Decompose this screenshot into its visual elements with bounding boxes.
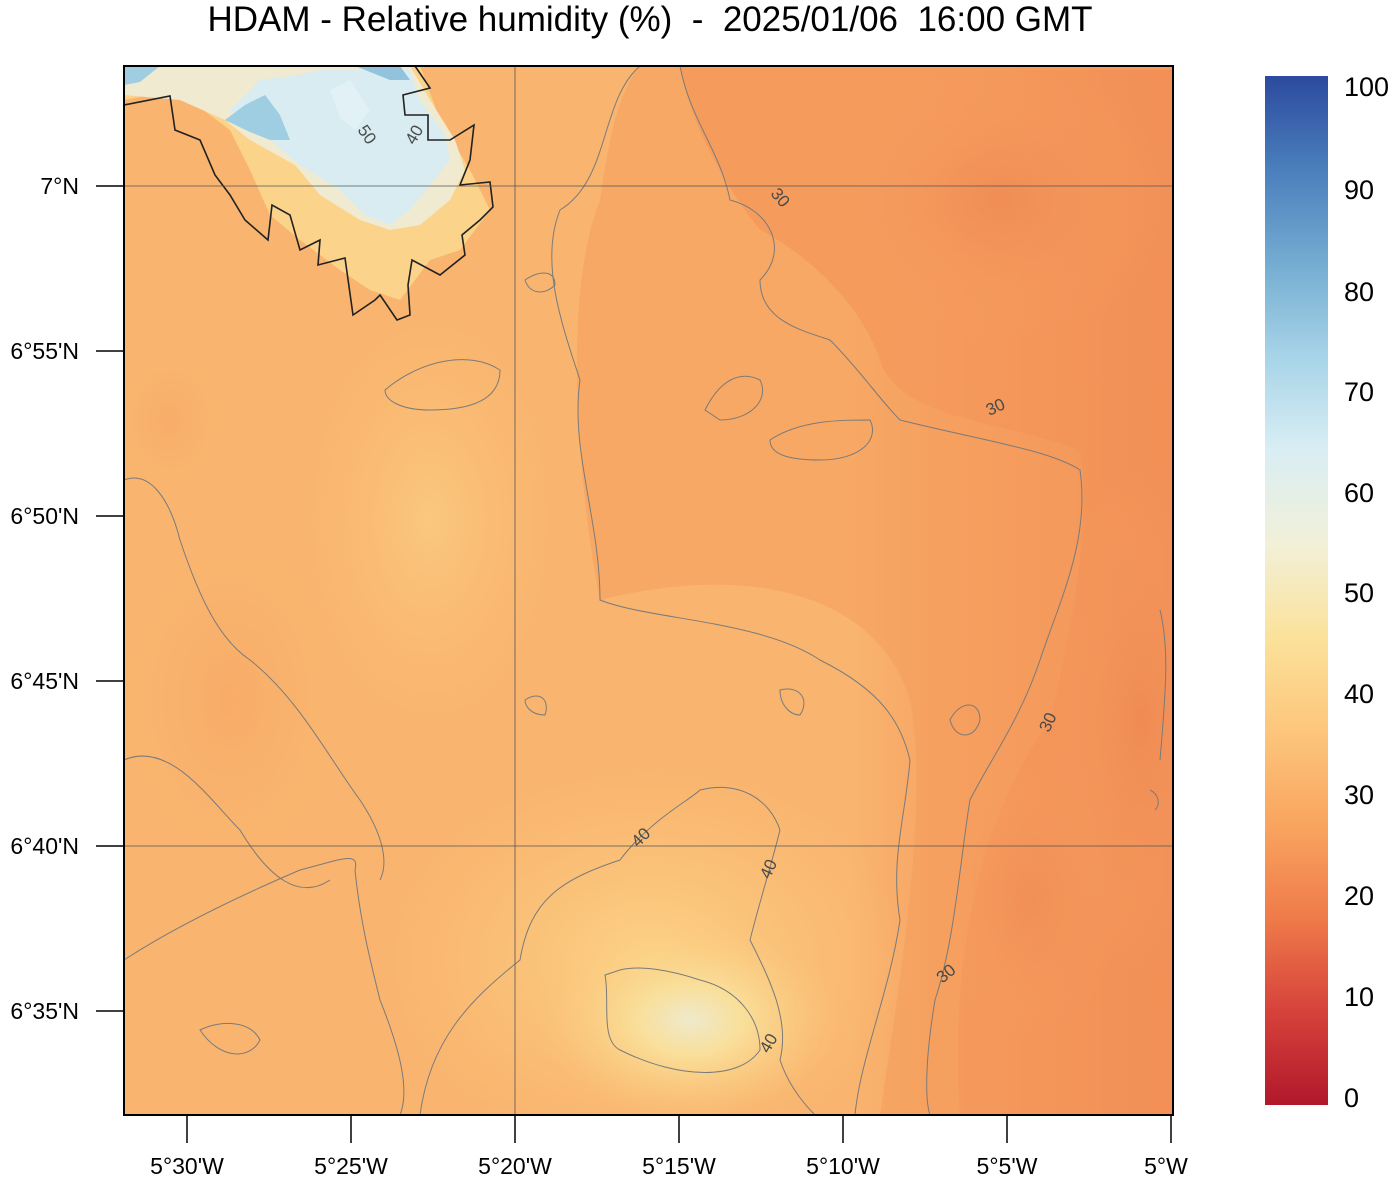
colorbar-label: 50 xyxy=(1344,578,1374,608)
lon-axis xyxy=(186,1115,1172,1143)
lat-tick-label: 6°40'N xyxy=(10,833,79,859)
lon-tick-label: 5°25'W xyxy=(314,1153,388,1179)
humidity-field xyxy=(124,66,1173,1115)
colorbar-label: 60 xyxy=(1344,478,1374,508)
map-frame xyxy=(123,65,1174,1116)
lon-labels: 5°30'W 5°25'W 5°20'W 5°15'W 5°10'W 5°5'W… xyxy=(150,1153,1188,1179)
colorbar-label: 80 xyxy=(1344,277,1374,307)
colorbar-label: 100 xyxy=(1344,72,1389,102)
lon-tick-label: 5°30'W xyxy=(150,1153,224,1179)
lat-axis xyxy=(96,185,124,1012)
colorbar-label: 70 xyxy=(1344,377,1374,407)
lat-tick-label: 6°35'N xyxy=(10,998,79,1024)
colorbar-label: 90 xyxy=(1344,175,1374,205)
lat-labels: 7°N 6°55'N 6°50'N 6°45'N 6°40'N 6°35'N xyxy=(10,173,79,1024)
lat-tick-label: 7°N xyxy=(40,173,79,199)
colorbar-label: 40 xyxy=(1344,679,1374,709)
colorbar-label: 30 xyxy=(1344,780,1374,810)
lon-tick-label: 5°20'W xyxy=(478,1153,552,1179)
colorbar-label: 10 xyxy=(1344,982,1374,1012)
graticule xyxy=(124,66,1173,1115)
colorbar-label: 0 xyxy=(1344,1083,1359,1113)
lat-tick-label: 6°50'N xyxy=(10,503,79,529)
map-title: HDAM - Relative humidity (%) - 2025/01/0… xyxy=(207,0,1093,39)
boundary-line xyxy=(124,66,494,321)
colorbar-gradient xyxy=(1265,76,1328,1105)
lat-tick-label: 6°55'N xyxy=(10,338,79,364)
lon-tick-label: 5°5'W xyxy=(977,1153,1038,1179)
lon-tick-label: 5°W xyxy=(1144,1153,1188,1179)
contour-lines xyxy=(124,66,1167,1115)
lat-tick-label: 6°45'N xyxy=(10,668,79,694)
lon-tick-label: 5°10'W xyxy=(806,1153,880,1179)
colorbar: 100 90 80 70 60 50 40 30 20 10 0 xyxy=(1265,72,1389,1113)
lon-tick-label: 5°15'W xyxy=(642,1153,716,1179)
colorbar-label: 20 xyxy=(1344,881,1374,911)
